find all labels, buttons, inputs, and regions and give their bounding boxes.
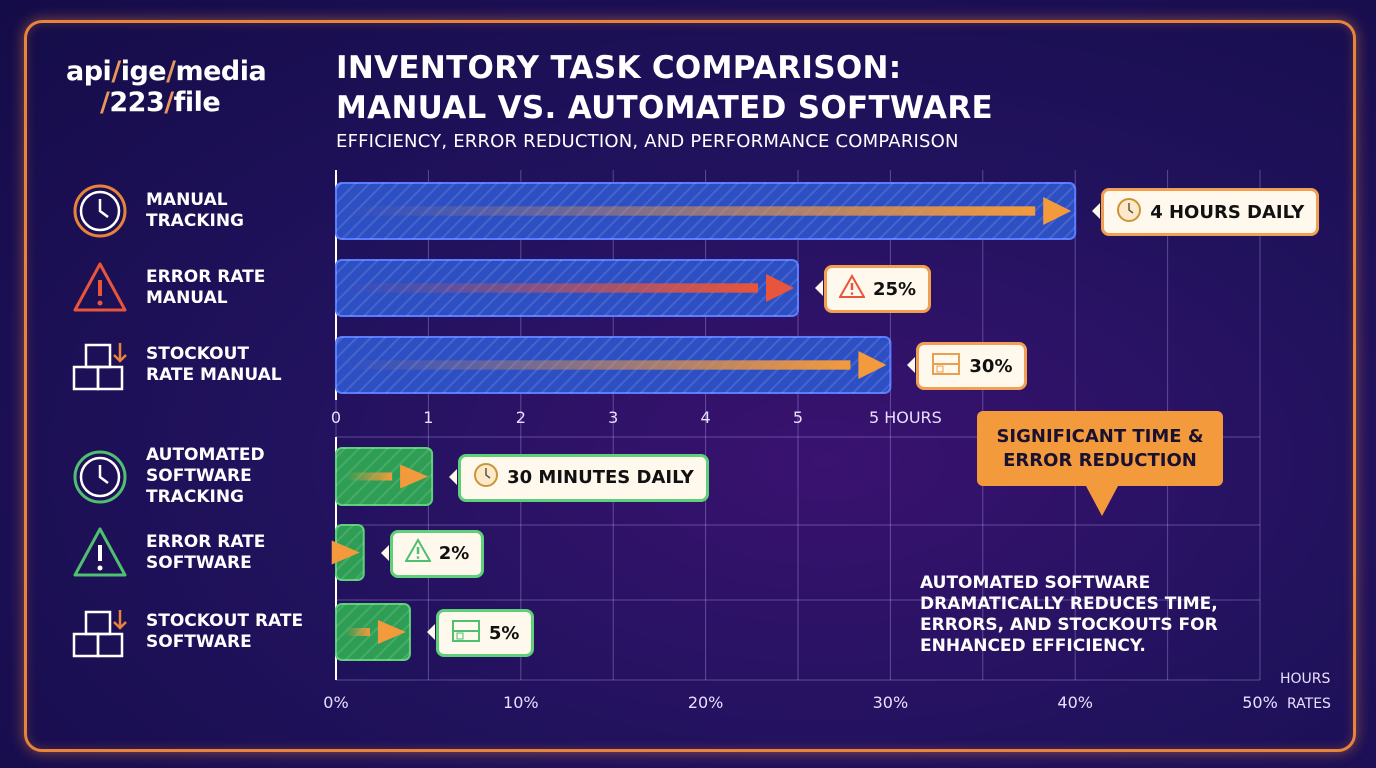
clock-icon (1116, 197, 1142, 228)
data-label: 30 MINUTES DAILY (507, 467, 694, 488)
rates-tick-label: 10% (503, 693, 539, 712)
data-label: 25% (873, 278, 917, 300)
data-label-callout: 30 MINUTES DAILY (449, 453, 709, 502)
row-label: ERROR RATE SOFTWARE (146, 531, 266, 573)
row-label: AUTOMATED SOFTWARE TRACKING (146, 445, 265, 507)
rates-tick-label: 0% (323, 693, 349, 712)
frame-border (24, 20, 1356, 752)
clock-icon (72, 183, 128, 239)
down-arrow-icon (1086, 486, 1118, 516)
row-label: STOCKOUT RATE SOFTWARE (146, 611, 304, 652)
rates-tick-label: 50% (1242, 693, 1278, 712)
shelf-icon (931, 351, 961, 382)
bar-hatch (336, 604, 410, 660)
arrow-head (400, 464, 429, 489)
row-label: MANUAL TRACKING (146, 190, 244, 231)
arrow-shaft (346, 206, 1036, 216)
arrow-shaft (346, 283, 758, 293)
arrow-shaft (346, 360, 851, 370)
warning-icon (72, 525, 128, 581)
clock-icon (473, 462, 499, 493)
hours-tick-label: 3 (608, 408, 619, 427)
hours-unit-label: HOURS (1280, 671, 1331, 687)
arrow-head (858, 351, 887, 379)
arrow-shaft (346, 472, 393, 481)
rates-tick-label: 30% (872, 693, 909, 712)
arrow-head (377, 620, 406, 644)
warning-icon (72, 260, 128, 316)
rates-tick-label: 40% (1057, 693, 1093, 712)
annotation-box: SIGNIFICANT TIME & ERROR REDUCTION (977, 411, 1223, 486)
boxes-down-icon (72, 604, 128, 660)
logo: api/ige/media /223/file (66, 56, 267, 118)
data-label: 5% (488, 622, 520, 644)
boxes-down-icon (72, 337, 128, 393)
data-label-callout: 30% (907, 342, 1028, 390)
data-label-callout: 5% (426, 609, 535, 657)
arrow-head (766, 274, 794, 302)
arrow-shaft (346, 628, 370, 636)
shelf-icon (451, 618, 481, 649)
data-label: 30% (969, 355, 1013, 377)
warning-icon (403, 537, 432, 569)
data-label: 4 HOURS DAILY (1150, 201, 1305, 223)
summary-text: AUTOMATED SOFTWARE DRAMATICALLY REDUCES T… (920, 573, 1218, 656)
data-label-callout: 25% (814, 265, 932, 313)
rates-tick-label: 20% (687, 693, 724, 712)
hours-tick-label: 0 (330, 408, 342, 427)
data-label-callout: 2% (380, 529, 485, 578)
row-label: ERROR RATE MANUAL (146, 267, 266, 308)
hours-tick-label: 5 HOURS (868, 408, 942, 427)
chart-subtitle: EFFICIENCY, ERROR REDUCTION, AND PERFORM… (336, 131, 959, 152)
warning-icon (838, 273, 866, 305)
hours-tick-label: 4 (700, 408, 711, 427)
hours-tick-label: 2 (515, 408, 526, 427)
arrow-head (331, 540, 360, 565)
hours-tick-label: 1 (423, 408, 434, 427)
data-label: 2% (438, 543, 470, 564)
arrow-head (1043, 197, 1072, 225)
rates-unit-label: RATES (1287, 696, 1331, 712)
data-label-callout: 4 HOURS DAILY (1092, 188, 1320, 236)
row-label: STOCKOUT RATE MANUAL (146, 344, 282, 385)
hours-tick-label: 5 (792, 408, 804, 427)
clock-icon (72, 449, 128, 505)
chart-title: INVENTORY TASK COMPARISON: MANUAL VS. AU… (336, 50, 993, 126)
